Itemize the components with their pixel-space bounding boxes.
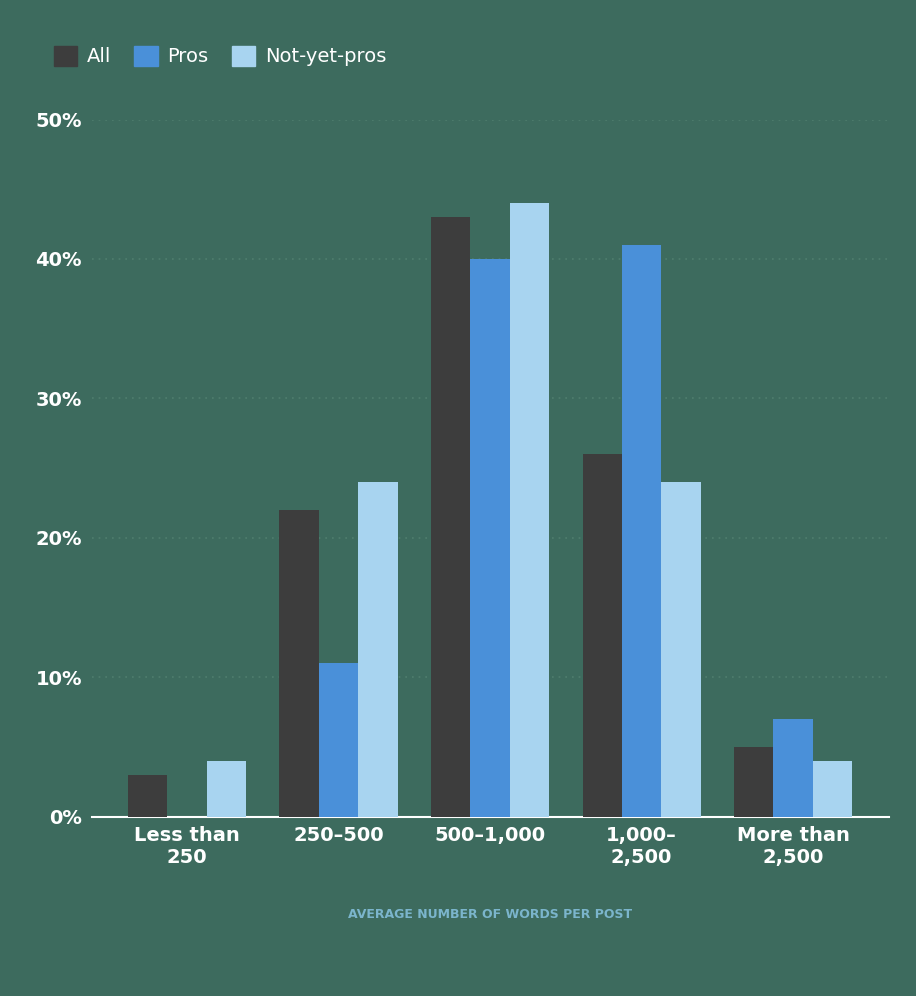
Bar xyxy=(279,510,319,817)
Bar xyxy=(358,482,398,817)
Bar xyxy=(583,454,622,817)
Bar xyxy=(661,482,701,817)
Bar xyxy=(812,761,852,817)
Bar xyxy=(431,217,470,817)
Bar xyxy=(470,259,510,817)
Legend: All, Pros, Not-yet-pros: All, Pros, Not-yet-pros xyxy=(53,46,387,66)
Text: AVERAGE NUMBER OF WORDS PER POST: AVERAGE NUMBER OF WORDS PER POST xyxy=(348,907,632,921)
Bar xyxy=(622,245,661,817)
Bar xyxy=(128,775,168,817)
Bar xyxy=(207,761,246,817)
Bar xyxy=(319,663,358,817)
Bar xyxy=(510,203,550,817)
Bar xyxy=(773,719,812,817)
Bar xyxy=(734,747,773,817)
